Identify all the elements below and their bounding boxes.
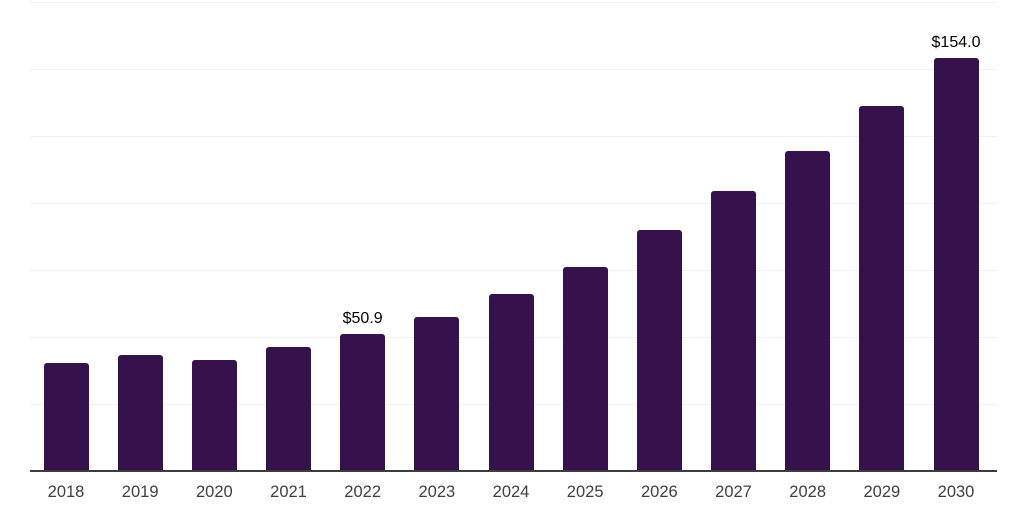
x-tick-label-2021: 2021	[270, 483, 307, 501]
bar-2030[interactable]	[933, 58, 979, 471]
bar-2022[interactable]	[340, 334, 386, 471]
x-tick-label-2027: 2027	[715, 483, 752, 501]
bar-2019[interactable]	[117, 355, 163, 471]
bar-2018[interactable]	[43, 363, 89, 471]
x-tick-label-2019: 2019	[121, 483, 159, 501]
value-label-2030: $154.0	[931, 34, 981, 52]
bar-2029[interactable]	[859, 106, 905, 471]
x-tick-label-2030: 2030	[937, 483, 975, 501]
bar-2028[interactable]	[785, 150, 831, 471]
x-tick-label-2029: 2029	[863, 483, 901, 501]
x-tick-label-2026: 2026	[640, 483, 678, 501]
x-tick-label-2023: 2023	[418, 483, 456, 501]
bar-2024[interactable]	[488, 294, 534, 471]
gridline-y-150	[30, 68, 997, 70]
x-axis-line	[30, 470, 997, 472]
gridline-y-100	[30, 202, 997, 204]
value-label-2022: $50.9	[342, 310, 383, 328]
bar-2026[interactable]	[636, 229, 682, 471]
x-tick-label-2018: 2018	[47, 483, 85, 501]
bar-2027[interactable]	[711, 190, 756, 471]
gridline-y-175	[30, 2, 997, 3]
x-tick-label-2020: 2020	[195, 483, 233, 501]
bar-2021[interactable]	[266, 347, 311, 471]
bar-2020[interactable]	[191, 359, 237, 471]
gridline-y-75	[30, 269, 997, 271]
bar-2023[interactable]	[414, 317, 460, 471]
x-tick-label-2025: 2025	[566, 483, 604, 501]
x-tick-label-2024: 2024	[492, 483, 530, 501]
gridline-y-125	[30, 135, 997, 137]
x-tick-label-2028: 2028	[789, 483, 827, 501]
x-tick-label-2022: 2022	[344, 483, 382, 501]
bar-2025[interactable]	[562, 266, 608, 471]
